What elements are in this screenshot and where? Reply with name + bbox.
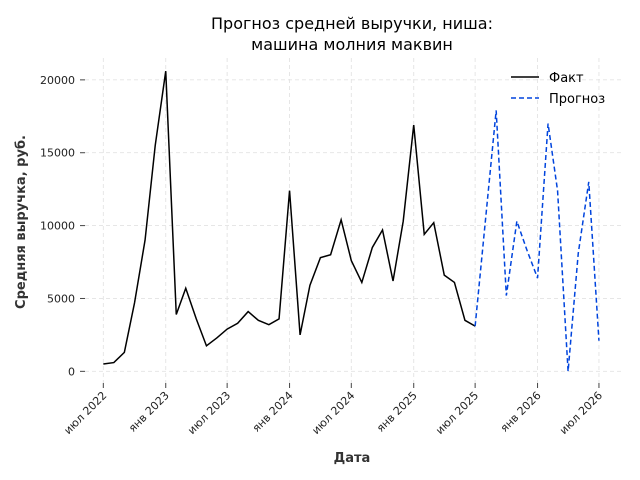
x-tick-label: июл 2026 xyxy=(557,389,605,437)
y-tick-label: 15000 xyxy=(40,147,75,160)
legend-label-fact: Факт xyxy=(549,71,584,86)
axes: июл 2022 янв 2023 июл 2023 янв 2024 июл 2024… xyxy=(40,74,605,437)
x-tick-label: янв 2025 xyxy=(374,389,420,435)
x-tick-label: янв 2026 xyxy=(498,389,544,435)
y-tick-label: 5000 xyxy=(47,292,75,305)
y-tick-label: 0 xyxy=(68,365,75,378)
x-tick-label: июл 2022 xyxy=(61,389,109,437)
series-line-fact xyxy=(103,71,476,365)
x-tick-label: июл 2025 xyxy=(433,389,481,437)
x-tick-label: июл 2024 xyxy=(309,389,357,437)
chart-title-line-2: машина молния маквин xyxy=(251,35,453,54)
x-tick-label: янв 2023 xyxy=(126,389,172,435)
y-axis-label: Средняя выручка, руб. xyxy=(14,135,29,309)
series-lines xyxy=(103,71,600,372)
legend-label-forecast: Прогноз xyxy=(549,92,605,107)
x-tick-label: июл 2023 xyxy=(185,389,233,437)
x-tick-label: янв 2024 xyxy=(250,389,296,435)
series-line-forecast xyxy=(474,110,600,372)
legend: Факт Прогноз xyxy=(511,71,605,107)
grid xyxy=(85,58,621,383)
x-axis-label: Дата xyxy=(334,451,371,466)
y-tick-label: 20000 xyxy=(40,74,75,87)
y-tick-label: 10000 xyxy=(40,220,75,233)
chart-title-line-1: Прогноз средней выручки, ниша: xyxy=(211,14,493,33)
